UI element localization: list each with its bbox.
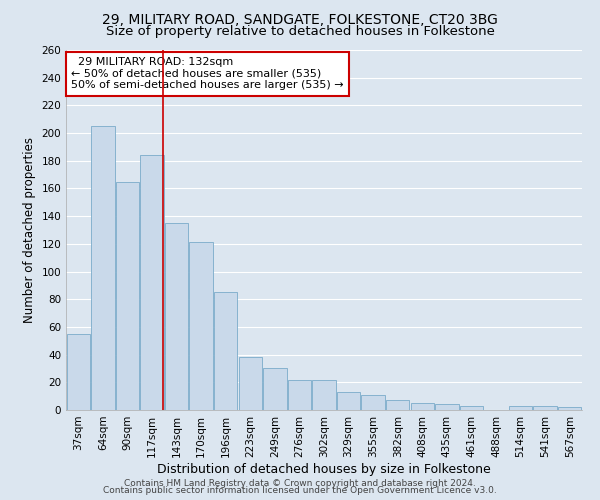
- Bar: [288, 380, 311, 410]
- Bar: [190, 242, 213, 410]
- Text: Contains public sector information licensed under the Open Government Licence v3: Contains public sector information licen…: [103, 486, 497, 495]
- Bar: [509, 406, 532, 410]
- X-axis label: Distribution of detached houses by size in Folkestone: Distribution of detached houses by size …: [157, 462, 491, 475]
- Bar: [386, 400, 409, 410]
- Bar: [165, 223, 188, 410]
- Bar: [337, 392, 360, 410]
- Bar: [91, 126, 115, 410]
- Bar: [313, 380, 335, 410]
- Bar: [558, 407, 581, 410]
- Bar: [435, 404, 458, 410]
- Text: Contains HM Land Registry data © Crown copyright and database right 2024.: Contains HM Land Registry data © Crown c…: [124, 478, 476, 488]
- Bar: [263, 368, 287, 410]
- Bar: [116, 182, 139, 410]
- Bar: [140, 155, 164, 410]
- Text: 29, MILITARY ROAD, SANDGATE, FOLKESTONE, CT20 3BG: 29, MILITARY ROAD, SANDGATE, FOLKESTONE,…: [102, 12, 498, 26]
- Bar: [239, 358, 262, 410]
- Bar: [361, 395, 385, 410]
- Text: Size of property relative to detached houses in Folkestone: Size of property relative to detached ho…: [106, 25, 494, 38]
- Y-axis label: Number of detached properties: Number of detached properties: [23, 137, 36, 323]
- Bar: [460, 406, 483, 410]
- Bar: [214, 292, 238, 410]
- Bar: [533, 406, 557, 410]
- Bar: [410, 403, 434, 410]
- Text: 29 MILITARY ROAD: 132sqm
← 50% of detached houses are smaller (535)
50% of semi-: 29 MILITARY ROAD: 132sqm ← 50% of detach…: [71, 57, 344, 90]
- Bar: [67, 334, 90, 410]
